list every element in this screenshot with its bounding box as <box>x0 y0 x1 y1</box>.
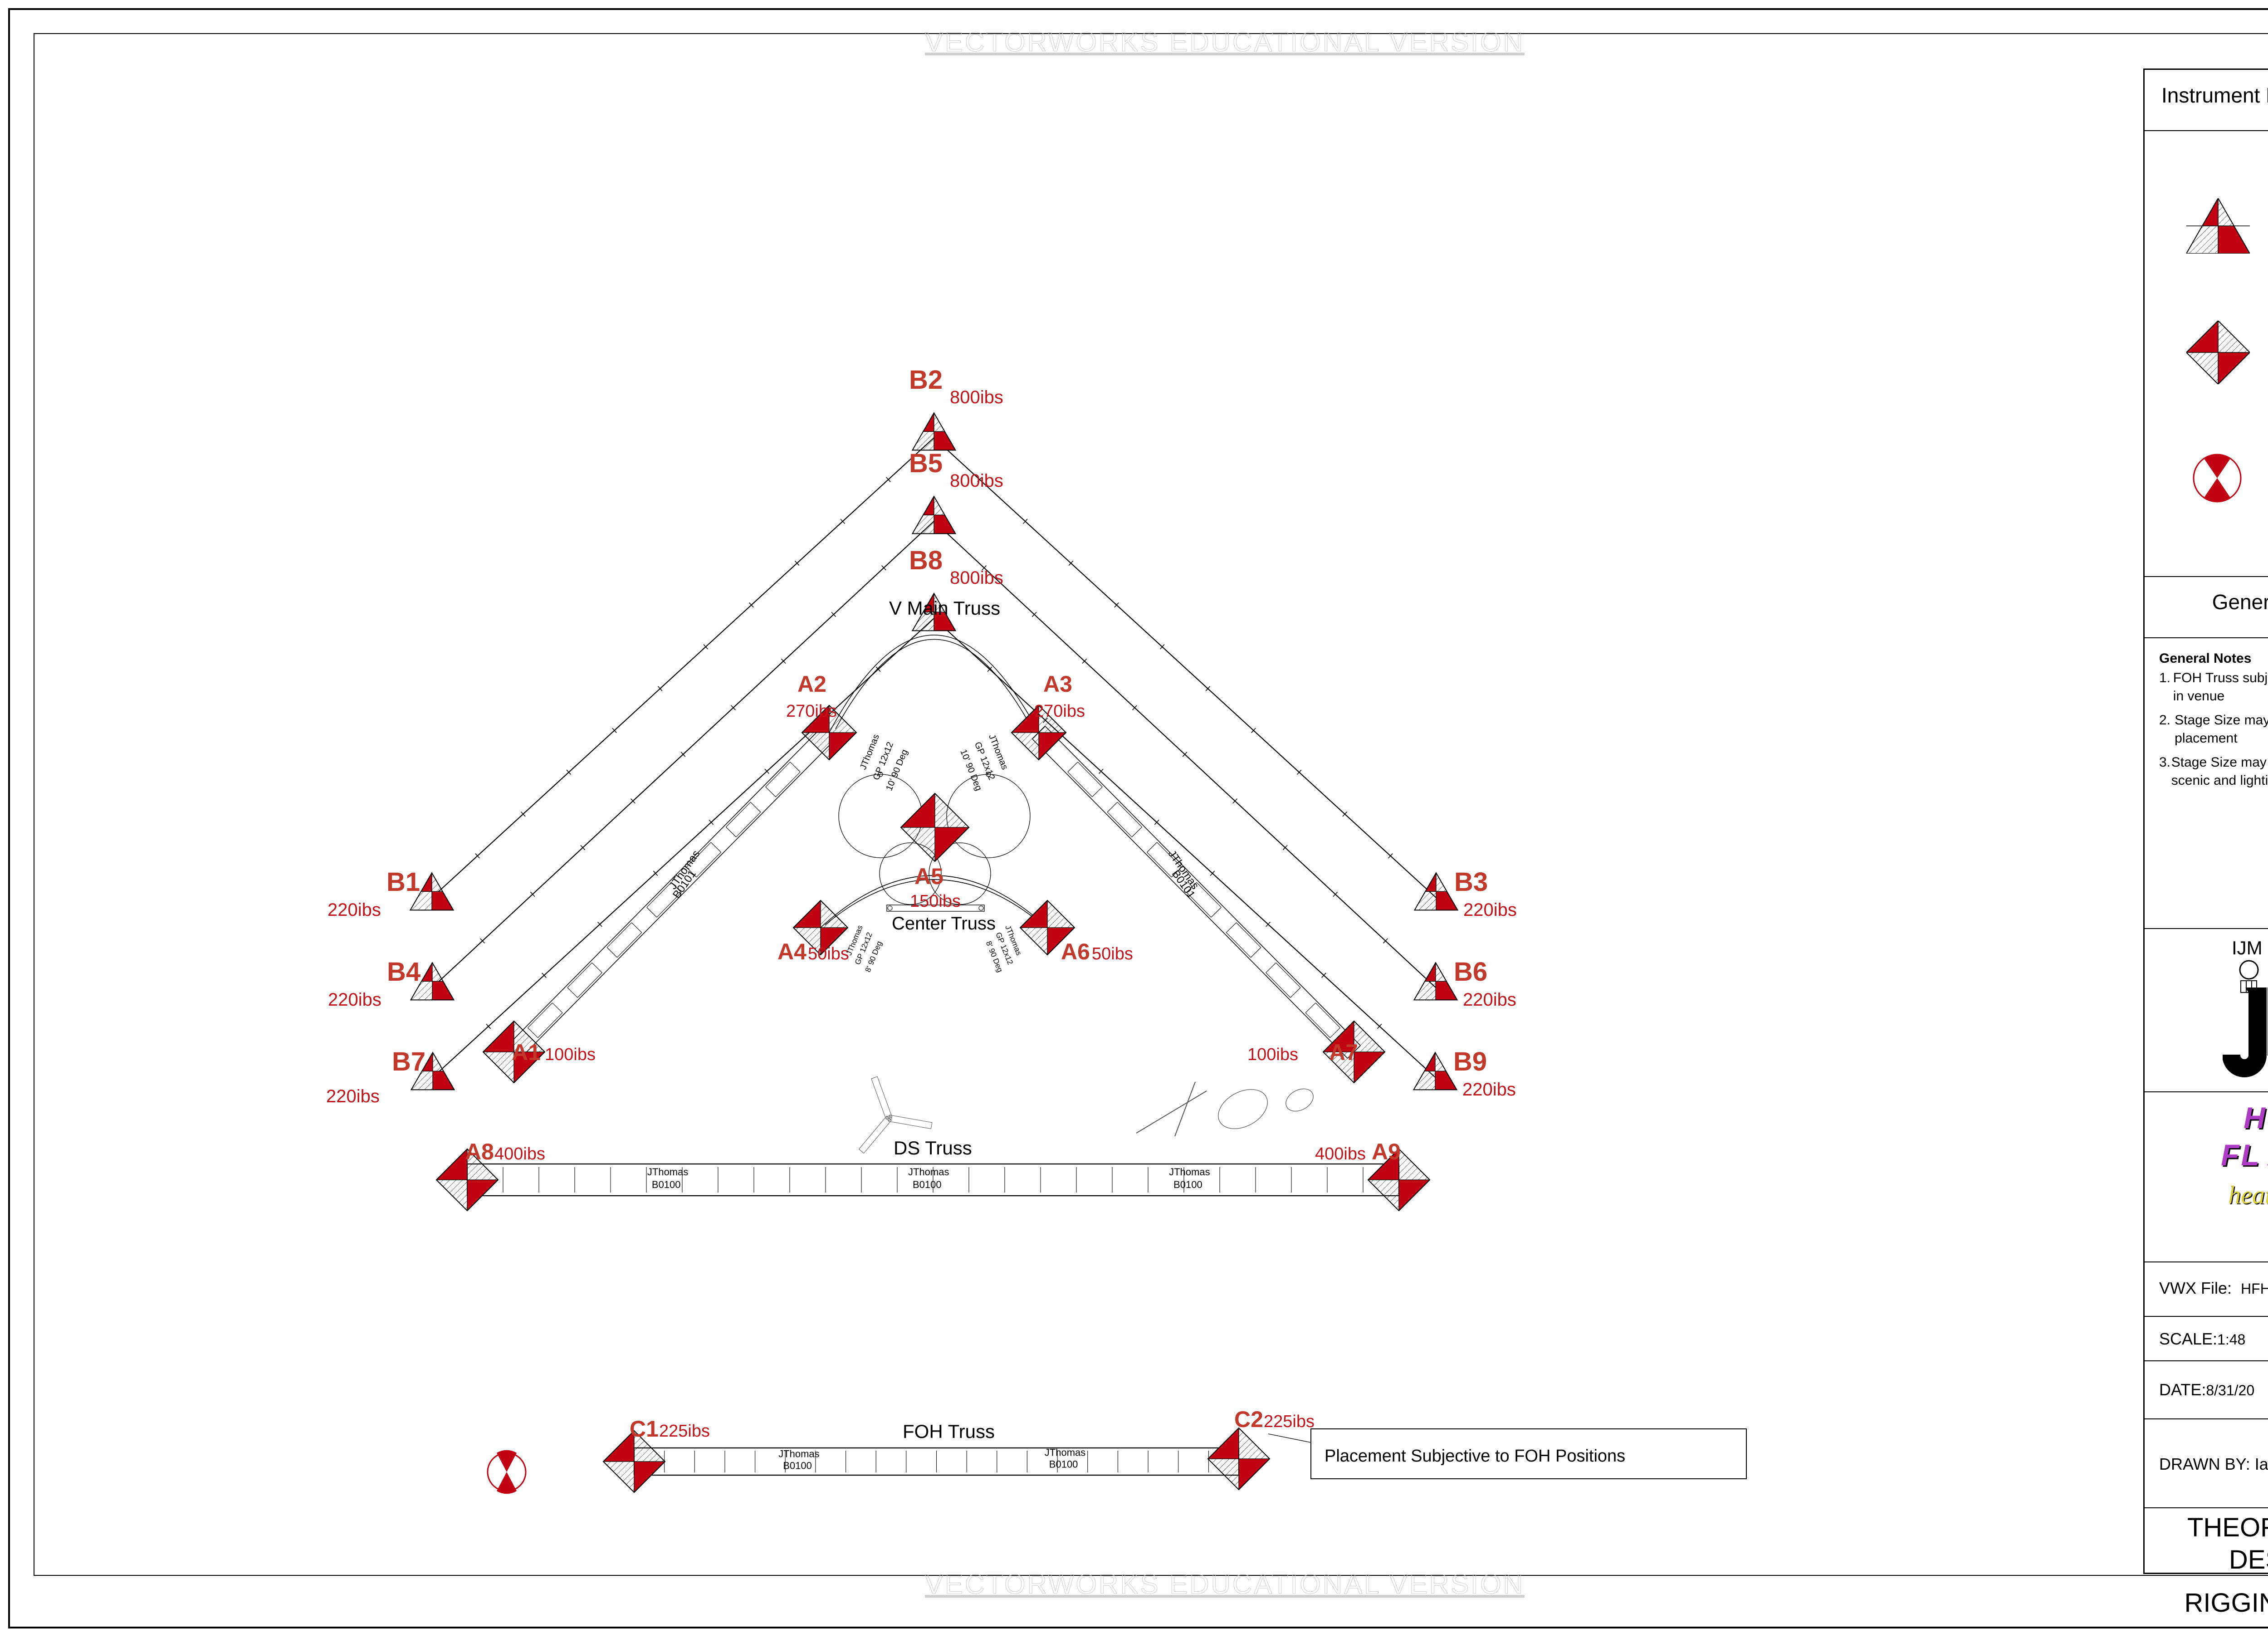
svg-text:400ibs: 400ibs <box>1315 1144 1366 1164</box>
svg-text:A5: A5 <box>914 864 943 889</box>
svg-text:FOH Truss: FOH Truss <box>903 1421 995 1442</box>
svg-text:220ibs: 220ibs <box>1463 990 1516 1010</box>
svg-text:800ibs: 800ibs <box>950 387 1003 407</box>
svg-text:B6: B6 <box>1454 957 1487 987</box>
svg-text:JThomas: JThomas <box>908 1166 949 1178</box>
svg-text:A9: A9 <box>1372 1139 1401 1164</box>
svg-text:800ibs: 800ibs <box>950 568 1003 588</box>
svg-text:220ibs: 220ibs <box>328 990 381 1010</box>
svg-text:A1: A1 <box>512 1040 541 1065</box>
svg-text:A7: A7 <box>1329 1040 1358 1065</box>
svg-text:A2: A2 <box>797 671 826 697</box>
svg-text:150ibs: 150ibs <box>910 892 961 911</box>
svg-text:220ibs: 220ibs <box>1462 1080 1516 1100</box>
svg-text:C2: C2 <box>1234 1407 1263 1432</box>
svg-text:100ibs: 100ibs <box>1247 1045 1298 1064</box>
svg-text:B0100: B0100 <box>913 1179 942 1190</box>
svg-text:220ibs: 220ibs <box>1463 900 1517 920</box>
svg-text:A4: A4 <box>777 939 807 964</box>
svg-text:A6: A6 <box>1061 939 1090 964</box>
svg-text:B1: B1 <box>386 867 420 897</box>
svg-text:50ibs: 50ibs <box>1092 944 1133 963</box>
svg-text:JThomas: JThomas <box>647 1166 688 1178</box>
svg-text:B0100: B0100 <box>652 1179 681 1190</box>
svg-text:JThomas: JThomas <box>1045 1447 1085 1458</box>
svg-text:50ibs: 50ibs <box>808 944 849 963</box>
svg-text:Placement Subjective to FOH Po: Placement Subjective to FOH Positions <box>1325 1447 1625 1466</box>
svg-text:225ibs: 225ibs <box>659 1422 710 1441</box>
svg-text:C1: C1 <box>630 1416 659 1442</box>
svg-text:B7: B7 <box>392 1047 425 1076</box>
svg-text:220ibs: 220ibs <box>326 1086 380 1106</box>
svg-text:B4: B4 <box>387 957 420 987</box>
svg-text:B0100: B0100 <box>1049 1459 1078 1470</box>
svg-text:JThomas: JThomas <box>778 1448 819 1459</box>
svg-text:B2: B2 <box>909 365 943 395</box>
svg-text:DS Truss: DS Truss <box>894 1137 972 1159</box>
svg-text:270ibs: 270ibs <box>786 702 837 721</box>
svg-text:B3: B3 <box>1454 867 1488 897</box>
svg-text:270ibs: 270ibs <box>1034 702 1085 721</box>
svg-text:400ibs: 400ibs <box>494 1144 545 1164</box>
svg-text:B0100: B0100 <box>783 1460 812 1471</box>
svg-text:A3: A3 <box>1043 671 1072 697</box>
svg-text:225ibs: 225ibs <box>1264 1412 1315 1431</box>
svg-text:B9: B9 <box>1453 1047 1487 1076</box>
svg-text:800ibs: 800ibs <box>950 471 1003 491</box>
svg-text:A8: A8 <box>465 1139 494 1164</box>
svg-text:220ibs: 220ibs <box>327 900 381 920</box>
svg-text:V Main Truss: V Main Truss <box>889 597 1000 619</box>
svg-text:B8: B8 <box>909 546 943 575</box>
svg-text:100ibs: 100ibs <box>545 1045 596 1064</box>
svg-text:B0100: B0100 <box>1173 1179 1202 1190</box>
svg-text:JThomas: JThomas <box>1169 1166 1210 1178</box>
svg-text:Center Truss: Center Truss <box>892 914 996 934</box>
svg-text:B5: B5 <box>909 449 943 478</box>
